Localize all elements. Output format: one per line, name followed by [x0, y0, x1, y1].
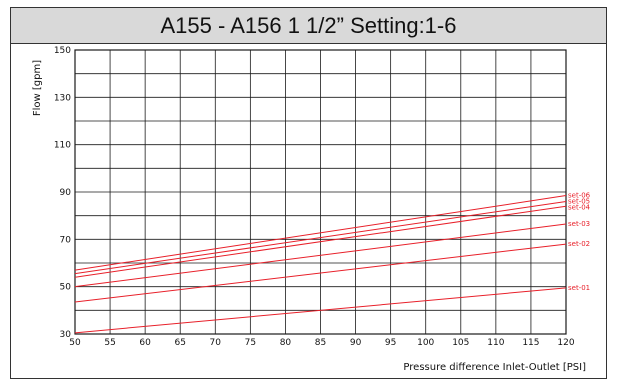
series-line-set-05 — [74, 200, 567, 275]
y-tick-label: 110 — [54, 141, 71, 151]
x-tick-label: 100 — [417, 338, 434, 348]
x-tick-label: 95 — [385, 338, 396, 348]
title-bar: A155 - A156 1 1/2” Setting:1-6 — [11, 8, 606, 44]
y-tick-label: 30 — [60, 330, 72, 340]
y-tick-label: 90 — [60, 188, 72, 198]
x-tick-label: 80 — [280, 338, 292, 348]
series-label: set-03 — [568, 220, 590, 228]
x-tick-label: 90 — [350, 338, 362, 348]
plot-border — [74, 49, 567, 335]
y-tick-label: 150 — [54, 46, 71, 56]
x-tick-label: 65 — [174, 338, 185, 348]
series-label: set-05 — [568, 198, 590, 206]
grid — [74, 49, 567, 335]
series-label: set-06 — [568, 192, 591, 200]
x-tick-label: 60 — [139, 338, 151, 348]
series-line-set-06 — [74, 195, 567, 271]
series-label: set-02 — [568, 240, 590, 248]
x-tick-label: 105 — [452, 338, 469, 348]
x-tick-label: 55 — [104, 338, 115, 348]
y-tick-label: 130 — [54, 93, 71, 103]
y-tick-label: 70 — [60, 235, 72, 245]
y-axis-label: Flow [gpm] — [32, 60, 43, 116]
x-tick-label: 50 — [69, 338, 81, 348]
x-tick-label: 120 — [557, 338, 574, 348]
series-line-set-01 — [74, 287, 567, 334]
x-tick-label: 70 — [210, 338, 222, 348]
chart-title: A155 - A156 1 1/2” Setting:1-6 — [160, 12, 457, 38]
x-tick-label: 110 — [487, 338, 504, 348]
series-line-set-03 — [74, 223, 567, 288]
x-axis-label: Pressure difference Inlet-Outlet [PSI] — [403, 362, 586, 373]
series-label: set-04 — [568, 204, 591, 212]
tick-labels: 50 55 60 65 70 75 80 85 90 95 100 105 110 115 12030507… — [54, 46, 575, 348]
x-tick-label: 85 — [315, 338, 326, 348]
x-tick-label: 115 — [522, 338, 539, 348]
x-tick-label: 75 — [245, 338, 256, 348]
series-line-set-04 — [74, 205, 567, 278]
series-label: set-01 — [568, 284, 590, 292]
chart-frame: A155 - A156 1 1/2” Setting:1-6 — [10, 7, 607, 379]
series-line-set-02 — [74, 243, 567, 303]
y-tick-label: 50 — [60, 283, 72, 293]
